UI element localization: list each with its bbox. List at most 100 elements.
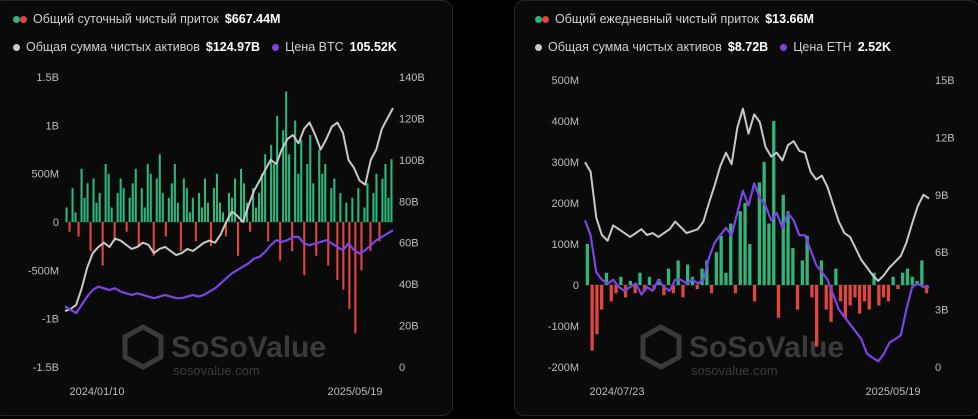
inflow-bar: [700, 268, 704, 285]
inflow-bar: [140, 188, 143, 222]
inflow-bar: [709, 285, 714, 294]
y-left-tick-label: 500M: [551, 75, 579, 87]
daily-inflow-bars: [65, 91, 393, 334]
inflow-bar: [107, 173, 110, 222]
inflow-bar: [705, 260, 709, 285]
inflow-bar: [128, 197, 131, 222]
inflow-bar: [80, 168, 83, 222]
inflow-bar: [662, 285, 666, 296]
y-right-tick-label: 0: [399, 362, 405, 374]
inflow-bar: [372, 193, 375, 222]
sosovalue-logo-icon: [640, 324, 682, 370]
inflow-bar: [234, 178, 237, 222]
inflow-bar: [110, 207, 113, 222]
inflow-bar: [98, 193, 101, 222]
inflow-bar: [387, 197, 390, 222]
y-right-tick-label: 60B: [399, 238, 419, 250]
inflow-bar: [306, 164, 309, 222]
inflow-bar: [862, 285, 867, 302]
inflow-bar: [249, 222, 252, 232]
inflow-bar: [116, 193, 119, 222]
inflow-bar: [131, 183, 134, 222]
legend-net-assets[interactable]: Общая сумма чистых активов $124.97B Цена…: [13, 40, 397, 54]
inflow-bar: [829, 285, 833, 322]
x-start-label: 2024/01/10: [69, 386, 124, 398]
inflow-bar: [336, 222, 339, 280]
inflow-bar: [351, 197, 354, 222]
net-assets-dot-icon: [13, 43, 20, 51]
inflow-bar: [910, 276, 914, 285]
y-right-tick-label: 15B: [935, 75, 955, 87]
inflow-bar: [119, 178, 122, 222]
inflow-bar: [767, 223, 771, 285]
watermark-logo-text: SoSoValue: [171, 331, 326, 364]
inflow-bar: [633, 285, 637, 294]
inflow-bar: [315, 222, 318, 256]
inflow-bar: [920, 260, 924, 285]
legend-net-assets[interactable]: Общая сумма чистых активов $8.72B Цена E…: [535, 40, 891, 54]
watermark-url-text: sosovalue.com: [173, 363, 260, 378]
y-left-tick-label: 0: [573, 280, 579, 292]
inflow-bar: [212, 188, 215, 222]
y-right-tick-label: 6B: [935, 247, 948, 259]
inflow-bar: [146, 164, 149, 222]
daily-inflow-bars: [585, 121, 929, 351]
y-left-tick-label: 400M: [551, 116, 579, 128]
inflow-bar: [810, 285, 814, 298]
inflow-bar: [164, 222, 167, 237]
price-line: [64, 229, 394, 315]
y-right-tick-label: 20B: [399, 321, 419, 333]
y-right-tick-label: 120B: [399, 113, 425, 125]
inflow-bar: [853, 285, 857, 298]
inflow-bar: [643, 285, 647, 292]
inflow-bar: [261, 173, 264, 222]
inflow-bar: [134, 168, 137, 222]
inflow-bar: [743, 203, 747, 285]
inflow-bar: [886, 285, 890, 302]
inflow-bar: [300, 139, 303, 222]
inflow-bar: [891, 276, 895, 285]
legend-price-label: Цена BTC: [285, 40, 344, 54]
y-right-tick-label: 9B: [935, 190, 948, 202]
inflow-bar: [221, 212, 224, 222]
inflow-bar: [781, 194, 785, 285]
watermark-logo-text: SoSoValue: [689, 331, 844, 364]
inflow-bar: [200, 207, 203, 222]
inflow-bar: [666, 268, 671, 285]
inflow-bar: [179, 222, 182, 251]
inflow-bar: [309, 135, 312, 222]
legend-net-assets-value: $8.72B: [727, 40, 769, 54]
inflow-bar: [122, 188, 125, 222]
inflow-bar: [252, 188, 255, 222]
legend-net-assets-label: Общая сумма чистых активов: [548, 40, 722, 54]
inflow-bar: [757, 182, 761, 285]
inflow-bar: [896, 285, 900, 290]
inflow-bar: [285, 91, 288, 222]
inflow-bar: [867, 285, 871, 310]
y-right-tick-label: 40B: [399, 279, 419, 291]
inflow-bar: [237, 222, 240, 256]
inflow-bar: [345, 202, 348, 222]
inflow-bar: [188, 212, 191, 222]
inflow-bar: [647, 276, 652, 285]
inflow-bar: [375, 173, 378, 222]
legend-daily-inflow[interactable]: Общий ежедневный чистый приток $13.66M: [535, 12, 814, 26]
y-right-tick-label: 3B: [935, 305, 948, 317]
legend-daily-inflow[interactable]: Общий суточный чистый приток $667.44M: [13, 12, 280, 26]
y-right-tick-label: 140B: [399, 72, 425, 84]
inflow-bar: [137, 222, 140, 247]
y-left-tick-label: -100M: [548, 321, 579, 333]
inflow-bar: [724, 272, 728, 285]
inflow-bar: [77, 222, 80, 237]
inflow-bar: [838, 285, 843, 302]
inflow-bar: [194, 222, 197, 242]
inflow-bar: [324, 164, 327, 222]
inflow-bar: [227, 193, 230, 222]
inflow-bar: [776, 285, 781, 318]
inflow-bar: [170, 183, 173, 222]
inflow-bar: [125, 222, 128, 232]
sosovalue-logo-icon: [122, 324, 164, 370]
inflow-bar: [167, 197, 170, 222]
